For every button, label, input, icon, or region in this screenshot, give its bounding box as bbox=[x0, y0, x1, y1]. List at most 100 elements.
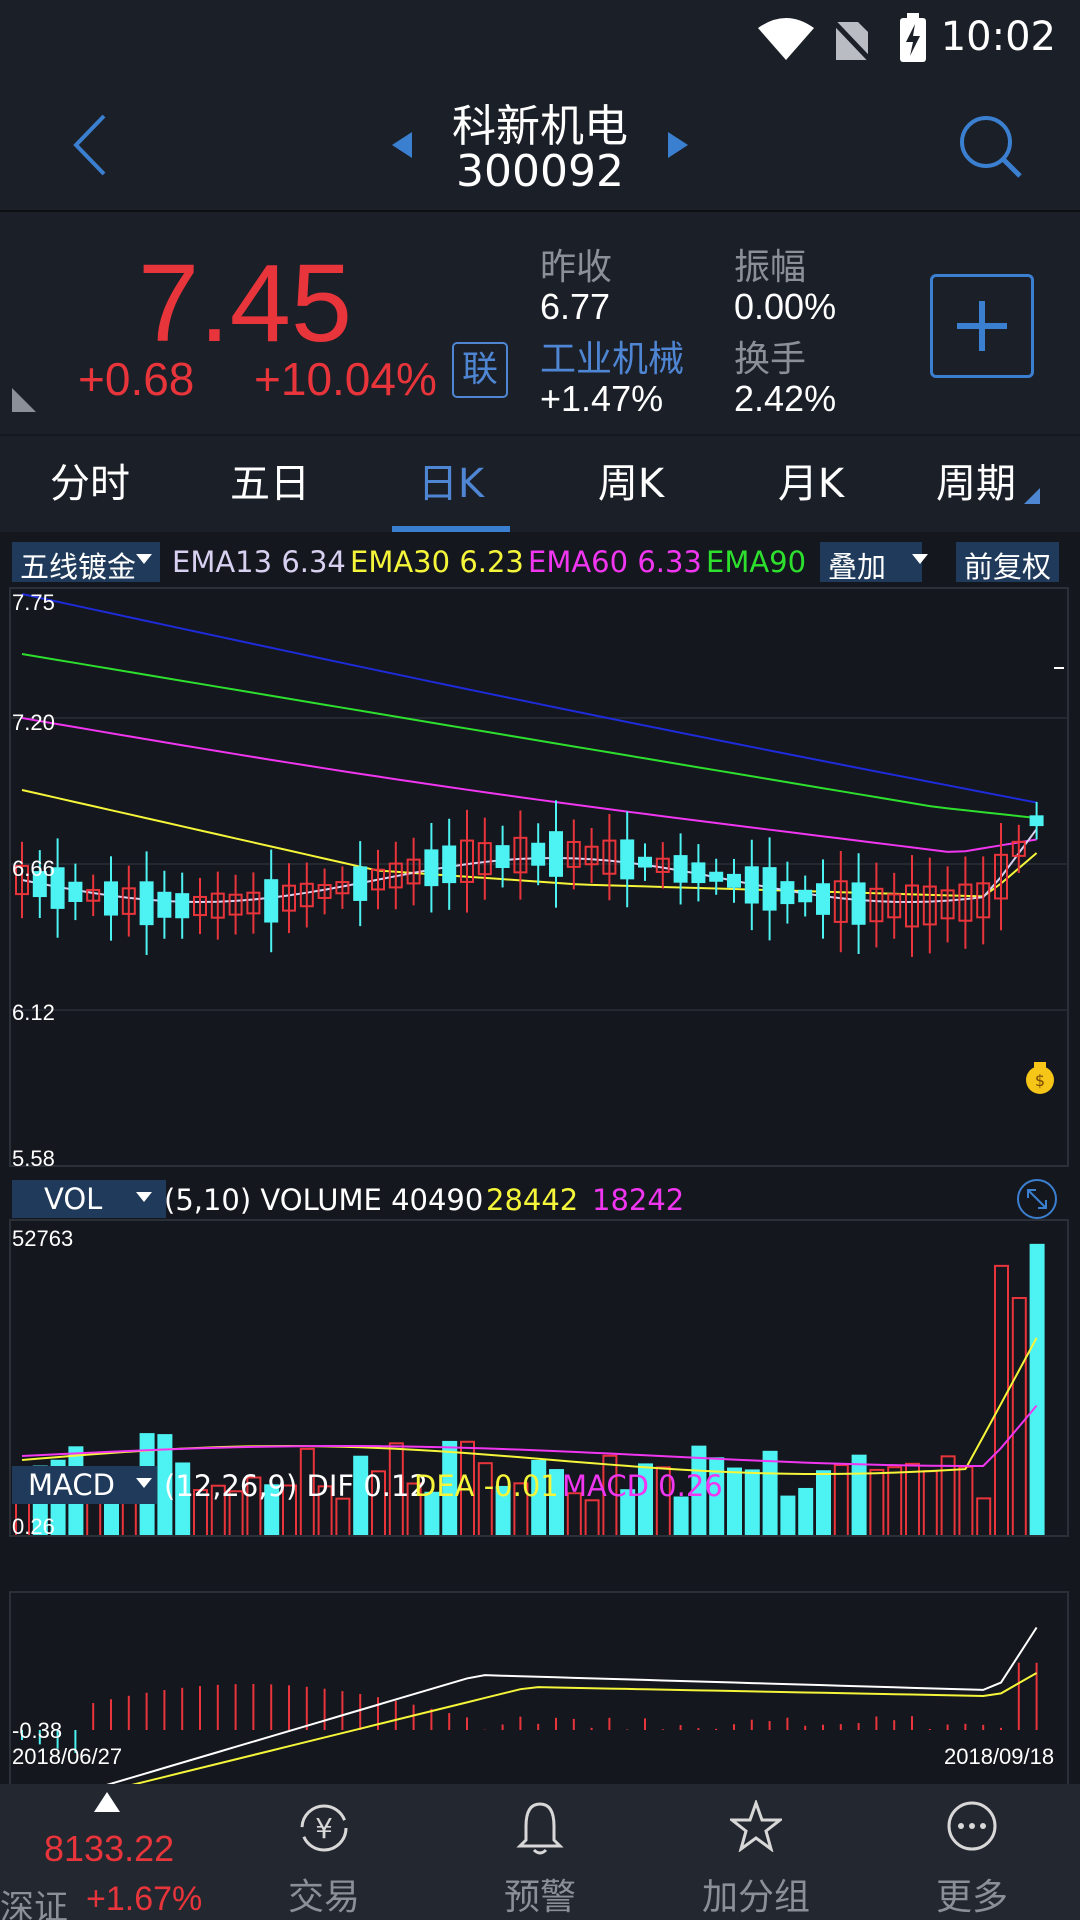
macd-params: (12,26,9) DIF 0.12 bbox=[164, 1469, 428, 1503]
volume-max-label: 52763 bbox=[12, 1226, 74, 1251]
sector-link[interactable]: 工业机械 bbox=[540, 339, 685, 380]
expand-icon[interactable] bbox=[1016, 1178, 1058, 1220]
candle-body bbox=[780, 881, 795, 905]
stock-header: 科新机电 300092 bbox=[0, 78, 1080, 212]
nav-label: 交易 bbox=[287, 1877, 360, 1918]
tab-weekly-k[interactable]: 周K bbox=[597, 461, 665, 507]
back-arrow-icon[interactable] bbox=[70, 112, 110, 178]
candle-body bbox=[317, 884, 332, 899]
quote-panel: 7.45 +0.68 +10.04% 联 昨收 6.77 工业机械 +1.47%… bbox=[0, 212, 1080, 434]
candlesticks bbox=[15, 800, 1044, 957]
candle-body bbox=[549, 831, 563, 877]
turnover-label: 换手 bbox=[734, 339, 807, 380]
ema-line bbox=[21, 828, 1038, 903]
end-date: 2018/09/18 bbox=[944, 1744, 1055, 1769]
overlay-select[interactable]: 叠加 bbox=[820, 542, 923, 582]
price-change: +0.68 bbox=[78, 353, 195, 405]
volume-indicator-select[interactable]: VOL bbox=[12, 1180, 167, 1218]
linked-stock-button[interactable]: 联 bbox=[452, 342, 508, 398]
candle-body bbox=[175, 893, 190, 919]
candle-body bbox=[887, 893, 902, 919]
candle-body bbox=[210, 892, 225, 919]
macd-min-label: -0.38 bbox=[12, 1718, 63, 1743]
add-watchlist-button[interactable] bbox=[930, 274, 1034, 378]
plus-icon bbox=[957, 301, 1007, 351]
candle-body bbox=[976, 882, 991, 919]
price-axis-label: 7.75 bbox=[12, 590, 55, 615]
start-date: 2018/06/27 bbox=[12, 1744, 123, 1769]
tab-period[interactable]: 周期 bbox=[936, 461, 1016, 507]
candle-body bbox=[709, 871, 724, 882]
candle-body bbox=[246, 891, 261, 915]
nav-label: 预警 bbox=[503, 1877, 576, 1918]
kline-frame bbox=[9, 587, 1069, 1167]
candle-body bbox=[638, 856, 652, 868]
index-change: +1.67% bbox=[86, 1880, 203, 1918]
candle-body bbox=[727, 873, 741, 888]
volume-indicator-bar: VOL (5,10) VOLUME 40490 28442 18242 bbox=[12, 1178, 1072, 1220]
candle-body bbox=[940, 889, 955, 920]
prev-close-value: 6.77 bbox=[540, 286, 611, 327]
chart-area[interactable]: $ bbox=[0, 580, 1080, 1784]
macd-indicator-select[interactable]: MACD bbox=[12, 1466, 157, 1504]
volume-params: (5,10) VOLUME 40490 bbox=[164, 1183, 484, 1217]
candle-body bbox=[335, 881, 350, 895]
ema-line bbox=[21, 653, 1037, 819]
candle-body bbox=[104, 881, 118, 916]
prev-close-label: 昨收 bbox=[540, 247, 613, 288]
stock-code: 300092 bbox=[456, 146, 624, 197]
candle-body bbox=[655, 857, 670, 873]
candle-body bbox=[513, 836, 528, 874]
prev-stock-icon[interactable] bbox=[390, 130, 414, 160]
candle-body bbox=[442, 845, 457, 884]
candle-body bbox=[460, 839, 474, 883]
tab-monthly-k[interactable]: 月K bbox=[777, 461, 845, 507]
ema90-label: EMA90 bbox=[706, 545, 807, 579]
nav-more[interactable]: 更多 bbox=[872, 1784, 1072, 1920]
trade-icon: ¥ bbox=[300, 1804, 348, 1852]
price-axis-label: 6.66 bbox=[12, 856, 55, 881]
turnover-value: 2.42% bbox=[734, 378, 837, 419]
ema-line bbox=[21, 789, 1038, 898]
tab-daily-k[interactable]: 日K bbox=[417, 461, 485, 507]
candle-body bbox=[744, 866, 759, 904]
macd-dea: DEA -0.01 bbox=[414, 1469, 559, 1503]
macd-histogram bbox=[21, 1662, 1038, 1753]
no-sim-icon bbox=[832, 18, 872, 64]
next-stock-icon[interactable] bbox=[666, 130, 690, 160]
index-value[interactable]: 8133.22 bbox=[44, 1828, 175, 1869]
volume-ma10: 18242 bbox=[592, 1183, 685, 1217]
amplitude-value: 0.00% bbox=[734, 286, 837, 327]
nav-label: 加分组 bbox=[701, 1877, 810, 1918]
candle-body bbox=[531, 842, 546, 866]
nav-add-group[interactable]: 加分组 bbox=[656, 1784, 856, 1920]
candle-body bbox=[157, 891, 172, 918]
candle-body bbox=[353, 866, 368, 901]
corner-triangle-icon bbox=[12, 388, 36, 412]
dea-line bbox=[131, 1672, 1038, 1784]
search-icon[interactable] bbox=[958, 114, 1024, 180]
bell-icon bbox=[516, 1802, 564, 1855]
candle-body bbox=[388, 862, 403, 889]
tab-five-day[interactable]: 五日 bbox=[230, 461, 310, 507]
nav-trade[interactable]: ¥ 交易 bbox=[224, 1784, 424, 1920]
candle-body bbox=[851, 882, 866, 925]
money-bag-icon[interactable]: $ bbox=[1026, 1062, 1054, 1094]
candle-body bbox=[299, 882, 314, 908]
price-adjust-button[interactable]: 前复权 bbox=[956, 542, 1060, 582]
nav-alert[interactable]: 预警 bbox=[440, 1784, 640, 1920]
tab-intraday[interactable]: 分时 bbox=[50, 461, 130, 507]
candle-body bbox=[1011, 840, 1026, 857]
kline-indicator-select[interactable]: 五线镀金 bbox=[12, 542, 161, 582]
candle-body bbox=[905, 884, 919, 928]
candle-body bbox=[1029, 815, 1044, 827]
candle-body bbox=[958, 883, 973, 922]
candle-body bbox=[584, 845, 599, 866]
overlay-chevron-icon bbox=[912, 554, 928, 564]
chevron-down-icon bbox=[136, 1478, 152, 1488]
macd-frame bbox=[9, 1591, 1069, 1784]
candle-body bbox=[922, 885, 937, 926]
macd-indicator-bar: MACD (12,26,9) DIF 0.12 DEA -0.01 MACD 0… bbox=[12, 1464, 1072, 1506]
candle-body bbox=[620, 839, 635, 880]
kline-indicator-bar: 五线镀金 EMA13 6.34 EMA30 6.23 EMA60 6.33 EM… bbox=[12, 540, 1072, 582]
